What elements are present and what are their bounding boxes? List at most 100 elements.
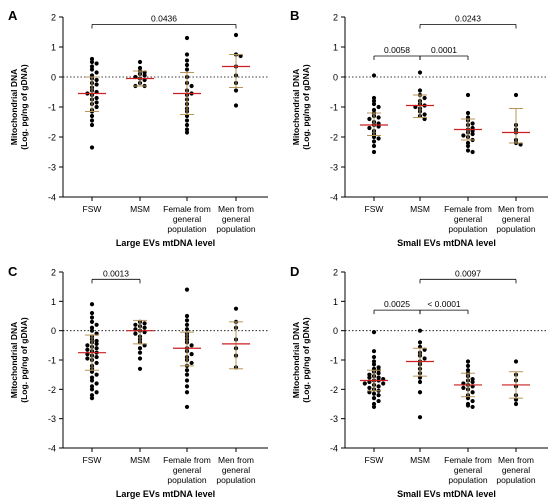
- data-point: [94, 70, 99, 75]
- data-point: [89, 387, 95, 392]
- data-point: [376, 115, 381, 120]
- y-tick-label: -3: [48, 414, 56, 424]
- data-point: [371, 107, 377, 113]
- y-tick-label: 2: [333, 268, 338, 278]
- x-tick-label: MSM: [130, 204, 150, 214]
- data-point: [376, 375, 381, 380]
- data-point: [184, 327, 190, 332]
- p-value-label: 0.0097: [455, 268, 481, 278]
- x-tick-label: population: [496, 224, 536, 234]
- series-1: [78, 302, 106, 401]
- data-point: [417, 70, 423, 75]
- x-tick-label: MSM: [410, 204, 430, 214]
- series-2: [126, 319, 154, 371]
- data-point: [184, 390, 190, 395]
- x-tick-label: population: [496, 475, 536, 485]
- data-point: [184, 384, 190, 389]
- x-tick-label: general: [454, 214, 482, 224]
- data-point: [94, 360, 99, 366]
- data-point: [371, 149, 377, 155]
- panel-label: B: [290, 8, 299, 23]
- data-point: [376, 365, 381, 370]
- series-3: [454, 359, 482, 410]
- data-point: [94, 346, 99, 351]
- data-point: [89, 328, 95, 333]
- series-4: [502, 359, 530, 407]
- data-point: [94, 338, 99, 344]
- data-point: [137, 59, 143, 65]
- data-point: [184, 127, 190, 132]
- x-tick-label: FSW: [365, 455, 384, 465]
- y-axis-label: Mitochondrial DNA: [9, 322, 19, 399]
- data-point: [89, 319, 95, 324]
- data-point: [371, 98, 377, 104]
- p-value-label: 0.0001: [431, 45, 457, 55]
- data-point: [189, 352, 194, 357]
- data-point: [417, 415, 423, 420]
- data-point: [371, 349, 377, 354]
- data-point: [513, 92, 519, 98]
- data-point: [465, 148, 471, 153]
- data-point: [465, 403, 471, 408]
- y-tick-label: -4: [48, 193, 56, 203]
- data-point: [94, 322, 99, 327]
- y-axis-label: (Log. pg/ng of gDNA): [19, 317, 29, 403]
- data-point: [89, 310, 95, 316]
- y-tick-label: 0: [51, 326, 56, 336]
- x-axis-label: Small EVs mtDNA level: [397, 489, 496, 499]
- y-tick-label: -4: [48, 444, 56, 454]
- data-point: [184, 35, 190, 41]
- data-point: [470, 390, 475, 395]
- data-point: [422, 95, 427, 101]
- comparison-bracket: 0.0097: [419, 268, 517, 284]
- data-point: [233, 32, 239, 38]
- data-point: [376, 136, 381, 141]
- x-tick-label: general: [173, 465, 201, 475]
- data-point: [189, 83, 194, 89]
- data-point: [422, 112, 427, 117]
- series-2: [406, 328, 434, 420]
- y-tick-label: -4: [330, 444, 338, 454]
- x-tick-label: population: [448, 475, 488, 485]
- y-tick-label: 2: [51, 13, 56, 23]
- data-point: [89, 113, 95, 119]
- data-point: [89, 67, 95, 72]
- comparison-bracket: 0.0243: [419, 14, 517, 29]
- x-tick-label: population: [216, 475, 256, 485]
- data-point: [89, 64, 95, 69]
- x-tick-label: Female from: [163, 204, 211, 214]
- y-tick-label: -1: [48, 356, 56, 366]
- data-point: [137, 350, 143, 355]
- data-point: [94, 100, 99, 105]
- panel-c: C Mitochondrial DNA (Log. pg/ng of gDNA) -4…: [8, 264, 268, 499]
- series-3: [454, 92, 482, 155]
- data-point: [465, 368, 471, 373]
- p-value-label: 0.0025: [384, 299, 410, 309]
- data-point: [137, 65, 143, 71]
- data-point: [376, 384, 381, 389]
- data-point: [133, 322, 138, 327]
- x-axis-label: Small EVs mtDNA level: [397, 238, 496, 248]
- comparison-bracket: 0.0058: [373, 45, 421, 60]
- series-1: [360, 330, 388, 410]
- panel-b: B Mitochondrial DNA (Log. pg/ng of gDNA) -4…: [290, 8, 548, 248]
- data-point: [371, 95, 377, 101]
- data-point: [367, 372, 372, 377]
- panel-a: A Mitochondrial DNA (Log. pg/ng of gDNA) -4…: [8, 8, 268, 248]
- x-tick-label: general: [222, 214, 250, 224]
- data-point: [142, 73, 147, 78]
- data-point: [233, 103, 239, 108]
- data-point: [184, 313, 190, 319]
- data-point: [417, 88, 423, 93]
- data-point: [371, 143, 377, 149]
- data-point: [137, 346, 143, 351]
- data-point: [89, 56, 95, 62]
- y-axis-label: (Log. pg/ng of gDNA): [19, 64, 29, 150]
- y-tick-label: -2: [48, 385, 56, 395]
- data-point: [137, 366, 143, 371]
- data-point: [142, 325, 147, 330]
- data-point: [94, 95, 99, 101]
- data-point: [184, 52, 190, 57]
- panel-label: C: [8, 264, 18, 279]
